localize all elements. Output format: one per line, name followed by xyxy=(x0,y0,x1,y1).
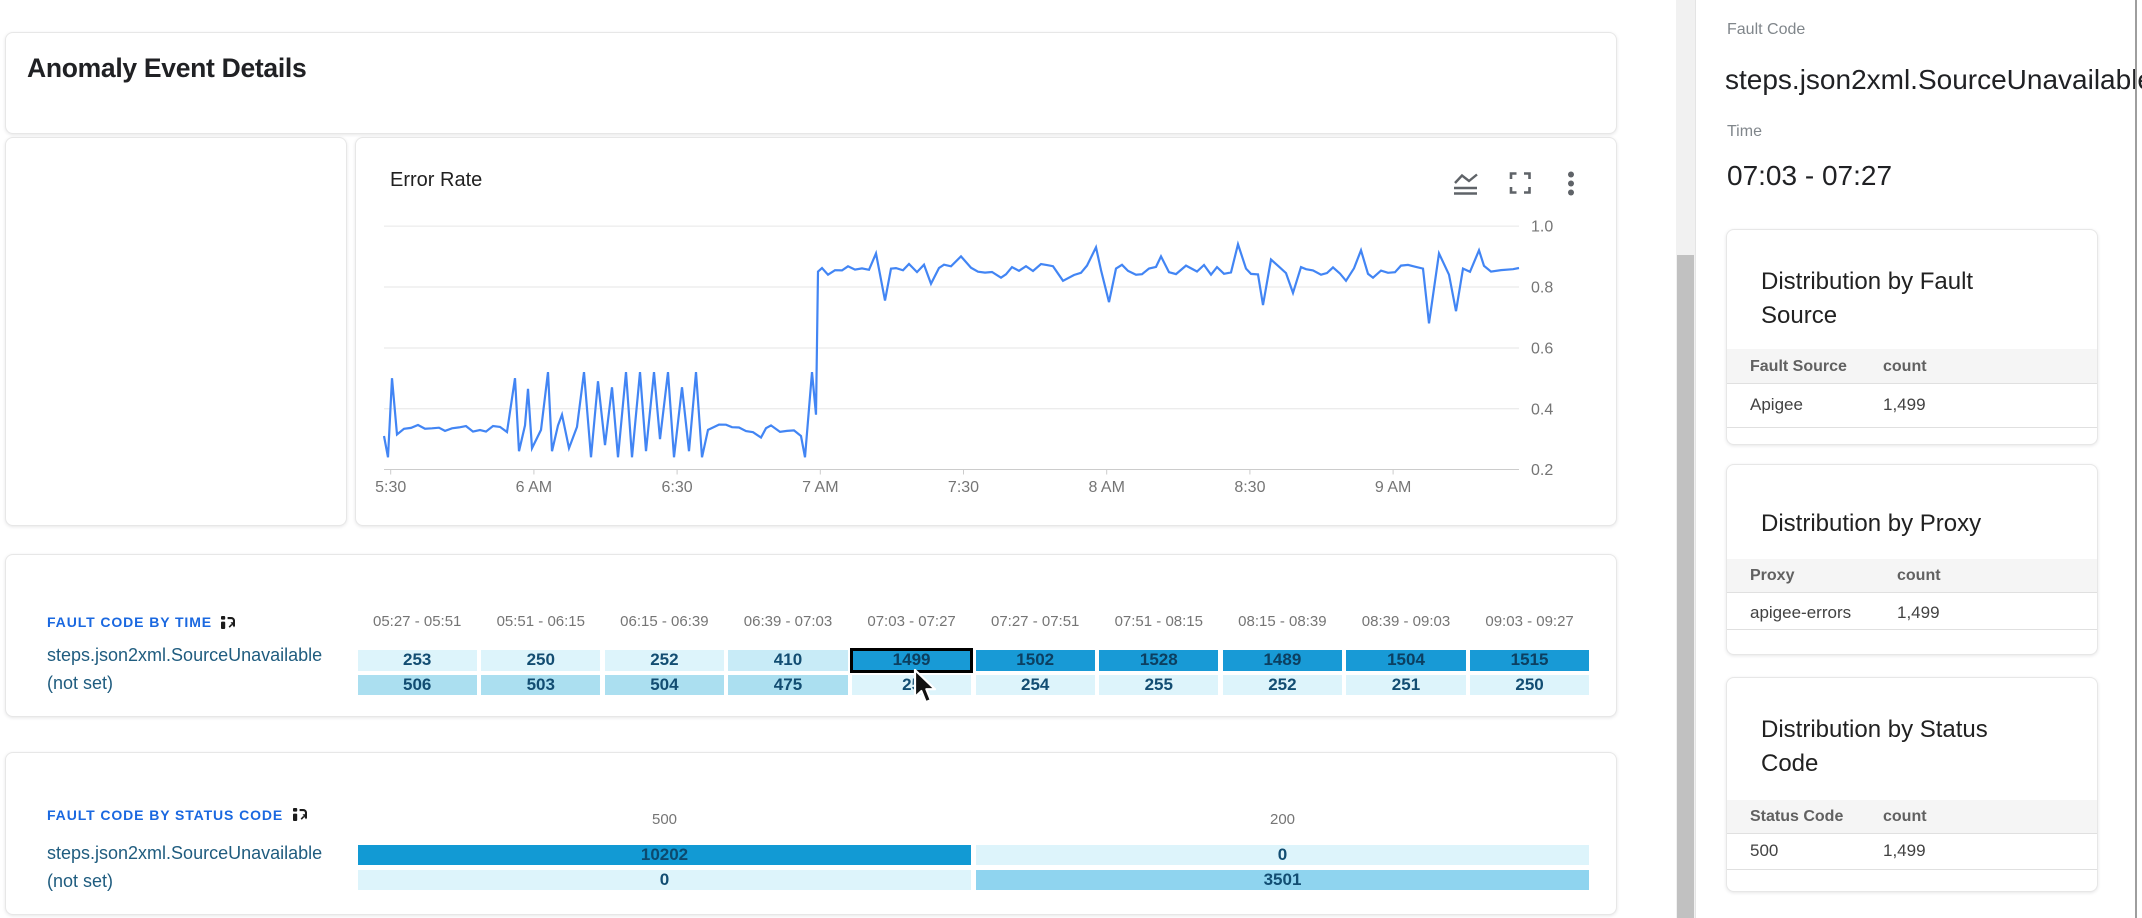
svg-text:8 AM: 8 AM xyxy=(1088,479,1124,496)
svg-text:0.6: 0.6 xyxy=(1531,341,1553,358)
svg-text:0.8: 0.8 xyxy=(1531,280,1553,297)
svg-text:1.0: 1.0 xyxy=(1531,219,1553,236)
svg-text:5:30: 5:30 xyxy=(375,479,406,496)
svg-text:6 AM: 6 AM xyxy=(516,479,552,496)
svg-text:8:30: 8:30 xyxy=(1234,479,1265,496)
svg-text:6:30: 6:30 xyxy=(662,479,693,496)
svg-text:0.2: 0.2 xyxy=(1531,462,1553,479)
svg-text:7 AM: 7 AM xyxy=(802,479,838,496)
svg-text:9 AM: 9 AM xyxy=(1375,479,1411,496)
svg-text:7:30: 7:30 xyxy=(948,479,979,496)
svg-text:0.4: 0.4 xyxy=(1531,401,1553,418)
